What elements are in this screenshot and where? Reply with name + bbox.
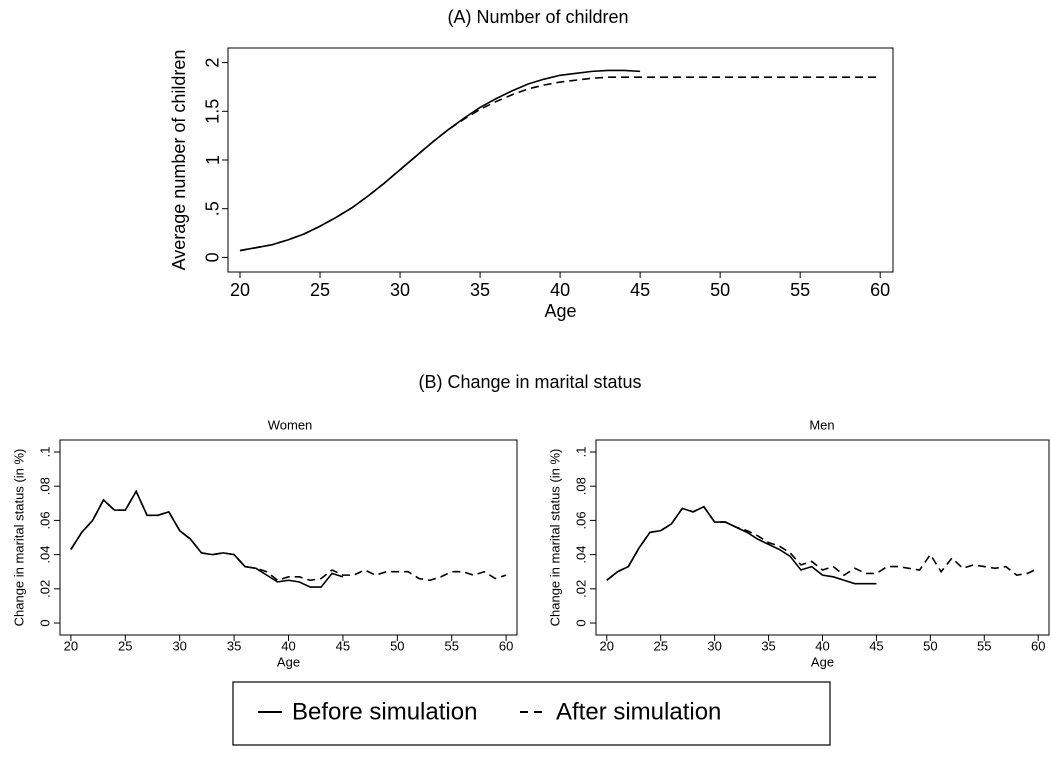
y-tick-label: .04 (573, 546, 588, 564)
x-tick-label: 60 (1031, 638, 1045, 653)
y-tick-label: .06 (573, 511, 588, 529)
x-tick-label: 20 (64, 638, 78, 653)
data-line (606, 505, 1039, 581)
y-tick-label: .5 (203, 201, 223, 216)
data-line (606, 505, 877, 585)
x-tick-label: 35 (761, 638, 775, 653)
x-tick-label: 55 (977, 638, 991, 653)
x-axis-label: Age (277, 654, 300, 669)
y-tick-label: .08 (573, 477, 588, 495)
y-tick-label: .1 (573, 447, 588, 458)
x-tick-label: 35 (470, 280, 490, 300)
x-tick-label: 20 (600, 638, 614, 653)
x-tick-label: 55 (790, 280, 810, 300)
plot-frame (59, 439, 518, 636)
plot-frame (595, 439, 1050, 636)
group-title: (B) Change in marital status (418, 372, 641, 392)
x-tick-label: 30 (172, 638, 186, 653)
x-tick-label: 45 (336, 638, 350, 653)
y-tick-label: 0 (203, 252, 223, 262)
y-axis-label: Change in marital status (in %) (11, 449, 26, 627)
x-tick-label: 30 (390, 280, 410, 300)
y-tick-label: .08 (37, 477, 52, 495)
x-tick-label: 60 (499, 638, 513, 653)
data-line (239, 76, 881, 252)
y-tick-label: .06 (37, 511, 52, 529)
chart-title: Women (268, 417, 313, 432)
y-tick-label: 0 (37, 619, 52, 626)
x-tick-label: 55 (444, 638, 458, 653)
y-tick-label: 2 (203, 58, 223, 68)
x-tick-label: 50 (390, 638, 404, 653)
x-axis-label: Age (811, 654, 834, 669)
y-tick-label: 1.5 (203, 99, 223, 124)
x-tick-label: 45 (630, 280, 650, 300)
data-line (70, 489, 507, 582)
data-line (239, 69, 641, 252)
chart-title: (A) Number of children (447, 7, 628, 27)
x-tick-label: 35 (227, 638, 241, 653)
y-axis-label: Change in marital status (in %) (547, 449, 562, 627)
x-tick-label: 60 (870, 280, 890, 300)
legend-label: Before simulation (292, 698, 477, 725)
x-tick-label: 40 (281, 638, 295, 653)
y-tick-label: .1 (37, 447, 52, 458)
x-tick-label: 25 (653, 638, 667, 653)
x-tick-label: 50 (710, 280, 730, 300)
x-tick-label: 45 (869, 638, 883, 653)
x-tick-label: 20 (230, 280, 250, 300)
x-tick-label: 50 (923, 638, 937, 653)
data-line (70, 489, 344, 588)
x-tick-label: 40 (815, 638, 829, 653)
y-tick-label: .02 (573, 580, 588, 598)
chart-title: Men (809, 417, 834, 432)
x-tick-label: 30 (707, 638, 721, 653)
y-axis-label: Average number of children (169, 50, 189, 271)
x-axis-label: Age (544, 301, 576, 321)
y-tick-label: .02 (37, 580, 52, 598)
x-tick-label: 25 (118, 638, 132, 653)
legend-label: After simulation (556, 698, 721, 725)
y-tick-label: .04 (37, 546, 52, 564)
x-tick-label: 40 (550, 280, 570, 300)
y-tick-label: 0 (573, 619, 588, 626)
y-tick-label: 1 (203, 155, 223, 165)
legend-box (232, 681, 831, 746)
x-tick-label: 25 (310, 280, 330, 300)
